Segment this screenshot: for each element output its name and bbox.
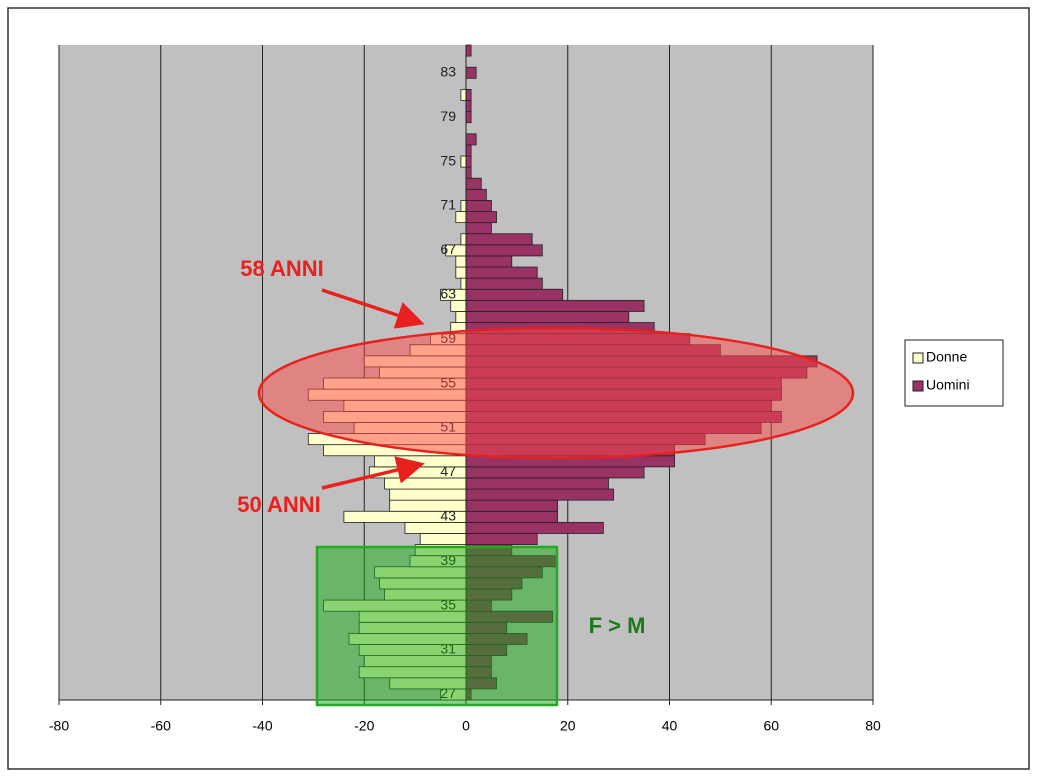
bar <box>460 277 467 290</box>
legend-label: Donne <box>926 349 967 365</box>
bar <box>419 533 467 545</box>
bar <box>465 133 477 146</box>
bar <box>465 211 497 224</box>
annotation: 50 ANNI <box>237 492 321 517</box>
y-tick-label: 71 <box>440 197 456 213</box>
annotation: F > M <box>589 613 646 638</box>
legend: Donne Uomini <box>904 339 1004 407</box>
bar <box>465 477 609 490</box>
bar <box>455 266 467 279</box>
bar <box>465 299 645 312</box>
bar <box>384 477 467 490</box>
x-tick-label: 40 <box>662 718 678 734</box>
y-tick-label: 63 <box>440 285 456 301</box>
highlight-ellipse <box>257 326 855 460</box>
y-tick-label: 43 <box>440 508 456 524</box>
bar <box>389 488 467 501</box>
x-tick-label: 80 <box>865 718 881 734</box>
arrow <box>321 456 425 490</box>
x-tick-label: 20 <box>560 718 576 734</box>
x-tick-label: -40 <box>252 718 272 734</box>
y-tick-label: 47 <box>440 463 456 479</box>
bar <box>465 188 487 201</box>
bar <box>455 255 467 268</box>
legend-swatch <box>912 352 924 364</box>
bar <box>465 266 538 279</box>
bar <box>465 166 472 179</box>
bar <box>450 299 467 312</box>
x-tick-label: 0 <box>462 718 470 734</box>
bar <box>460 200 467 212</box>
bar <box>465 533 538 545</box>
y-tick-label: 75 <box>440 152 456 168</box>
bar <box>465 144 472 157</box>
legend-box <box>904 339 1004 407</box>
bar <box>465 510 558 523</box>
bar <box>465 111 472 124</box>
bar <box>460 155 467 168</box>
bar <box>465 44 472 57</box>
bar <box>465 89 472 101</box>
bar <box>455 211 467 224</box>
y-tick-label: 79 <box>440 108 456 124</box>
bar <box>465 499 558 512</box>
x-tick-label: -80 <box>49 718 69 734</box>
legend-label: Uomini <box>926 377 970 393</box>
x-tick-label: 60 <box>763 718 779 734</box>
bar <box>465 222 492 235</box>
annotation: 58 ANNI <box>240 256 324 281</box>
bar <box>465 466 645 479</box>
bar <box>460 233 467 246</box>
bar <box>465 244 543 257</box>
bar <box>460 89 467 101</box>
bar <box>465 277 543 290</box>
arrow <box>321 288 425 329</box>
bar <box>465 200 492 212</box>
bar <box>465 155 472 168</box>
y-tick-label: 67 <box>440 241 456 257</box>
bar <box>465 177 482 190</box>
bar <box>455 311 467 323</box>
y-tick-label: 83 <box>440 63 456 79</box>
bar <box>465 100 472 113</box>
legend-swatch <box>912 380 924 392</box>
bar <box>404 521 467 534</box>
bar <box>465 255 513 268</box>
bar <box>465 233 533 246</box>
bar <box>465 488 614 501</box>
bar <box>465 311 630 323</box>
bar <box>465 66 477 79</box>
x-tick-label: -20 <box>354 718 374 734</box>
bar <box>465 288 564 301</box>
highlight-box <box>315 545 559 707</box>
bar <box>465 521 604 534</box>
x-tick-label: -60 <box>151 718 171 734</box>
